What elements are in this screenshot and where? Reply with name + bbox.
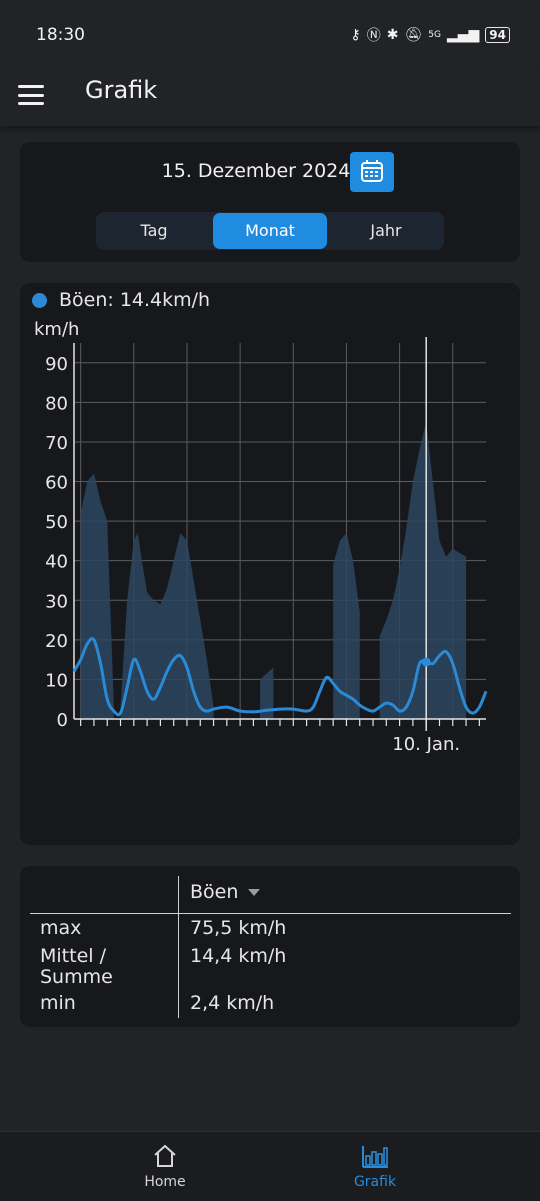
y-axis-label: km/h bbox=[34, 319, 79, 340]
tab-jahr[interactable]: Jahr bbox=[370, 221, 402, 240]
signal-icon: ▂▄▆ bbox=[446, 27, 480, 43]
crosshair-marker bbox=[421, 657, 431, 667]
table-column-header[interactable]: Böen bbox=[190, 881, 261, 903]
gust-chart[interactable]: 0 10 20 30 40 50 60 70 80 90 km/h 10. Jan. bbox=[20, 283, 520, 753]
bottom-navigation: Home Grafik bbox=[0, 1131, 540, 1201]
y-tick-label: 80 bbox=[45, 393, 68, 414]
menu-icon[interactable] bbox=[18, 82, 44, 108]
key-icon: ⚷ bbox=[350, 27, 361, 43]
legend-marker bbox=[32, 292, 47, 308]
bluetooth-icon: ✱ bbox=[386, 27, 399, 43]
y-tick-label: 0 bbox=[57, 710, 68, 731]
tab-tag[interactable]: Tag bbox=[140, 221, 168, 240]
dropdown-caret-icon bbox=[248, 888, 261, 896]
calendar-button[interactable] bbox=[350, 152, 394, 192]
home-icon bbox=[154, 1144, 176, 1167]
table-column-divider bbox=[178, 876, 179, 1018]
chart-card: Böen: 14.4km/h 0 10 20 30 40 50 60 70 80 90 km/h 10… bbox=[20, 283, 520, 845]
x-tick-label: 10. Jan. bbox=[392, 734, 460, 753]
nav-grafik[interactable]: Grafik bbox=[315, 1144, 435, 1190]
nav-home[interactable]: Home bbox=[105, 1144, 225, 1190]
row-label-min: min bbox=[40, 992, 76, 1014]
battery-icon: 94 bbox=[485, 27, 510, 43]
y-tick-label: 20 bbox=[45, 631, 68, 652]
y-tick-label: 70 bbox=[45, 433, 68, 454]
area-segment bbox=[379, 422, 467, 719]
y-tick-label: 10 bbox=[45, 670, 68, 691]
y-tick-label: 40 bbox=[45, 552, 68, 573]
y-tick-label: 90 bbox=[45, 354, 68, 375]
date-selector-card: 15. Dezember 2024 Tag Monat Jahr bbox=[20, 142, 520, 262]
status-bar: 18:30 ⚷ Ⓝ ✱ 🔕︎ 5G ▂▄▆ 94 bbox=[0, 0, 540, 70]
y-tick-label: 30 bbox=[45, 591, 68, 612]
area-segment bbox=[333, 532, 360, 719]
row-value-mean: 14,4 km/h bbox=[190, 945, 287, 967]
nfc-icon: Ⓝ bbox=[366, 28, 381, 44]
calendar-icon bbox=[361, 160, 383, 182]
status-icons: ⚷ Ⓝ ✱ 🔕︎ 5G ▂▄▆ 94 bbox=[350, 25, 510, 45]
chart-legend[interactable]: Böen: 14.4km/h bbox=[32, 289, 210, 311]
table-divider bbox=[30, 913, 511, 914]
network-label: 5G bbox=[428, 30, 441, 40]
area-segment bbox=[260, 667, 274, 719]
row-label-max: max bbox=[40, 917, 82, 939]
selected-date[interactable]: 15. Dezember 2024 bbox=[161, 160, 351, 182]
page-title: Grafik bbox=[85, 76, 158, 104]
app-bar: Grafik bbox=[0, 70, 540, 126]
stats-table: Böen max 75,5 km/h Mittel / Summe 14,4 k… bbox=[20, 866, 520, 1027]
row-value-min: 2,4 km/h bbox=[190, 992, 275, 1014]
row-label-mean: Mittel / Summe bbox=[40, 945, 113, 988]
column-header-label: Böen bbox=[190, 881, 239, 903]
y-tick-label: 60 bbox=[45, 473, 68, 494]
nav-home-label: Home bbox=[144, 1174, 186, 1190]
status-time: 18:30 bbox=[36, 25, 85, 45]
row-value-max: 75,5 km/h bbox=[190, 917, 287, 939]
bar-chart-icon bbox=[362, 1146, 388, 1168]
legend-label: Böen: 14.4km/h bbox=[59, 289, 211, 311]
tab-monat[interactable]: Monat bbox=[213, 213, 327, 249]
area-segment bbox=[120, 532, 214, 719]
y-tick-label: 50 bbox=[45, 512, 68, 533]
nav-grafik-label: Grafik bbox=[353, 1174, 397, 1190]
mute-icon: 🔕︎ bbox=[404, 27, 423, 43]
area-segment bbox=[80, 473, 114, 719]
period-selector: Tag Monat Jahr bbox=[96, 212, 444, 250]
